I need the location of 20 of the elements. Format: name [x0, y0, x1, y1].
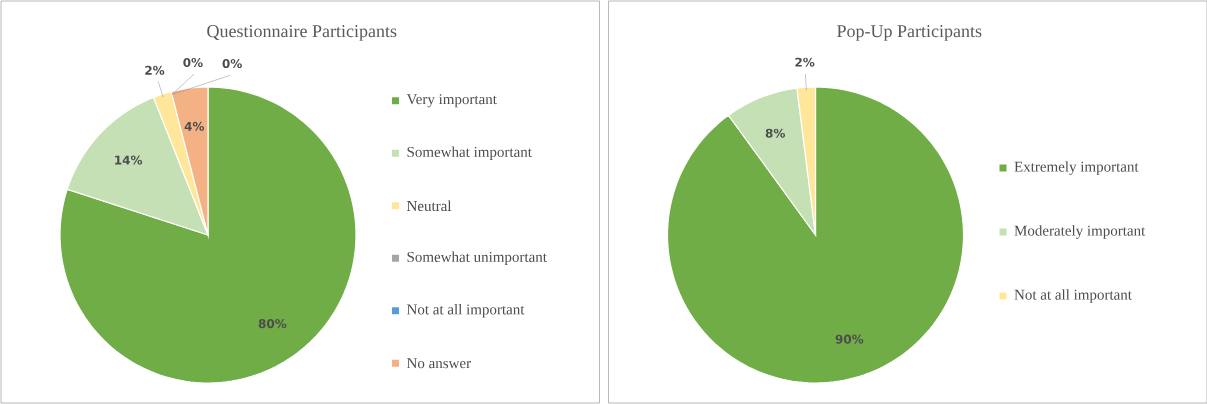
- text: 0%: [183, 57, 203, 68]
- legend-label: Not at all important: [1014, 289, 1132, 303]
- data-label: 4%: [184, 121, 205, 131]
- legend-label: Moderately important: [1014, 225, 1146, 239]
- legend-label: Neutral: [406, 200, 452, 212]
- data-label: 8%: [765, 128, 785, 138]
- chart-title: Questionnaire Participants: [207, 25, 397, 41]
- legend-label: No answer: [406, 358, 471, 369]
- data-label: 2%: [145, 65, 165, 75]
- legend-label: Very important: [406, 94, 497, 108]
- legend-label: Somewhat important: [407, 146, 532, 161]
- chart-title: Pop-Up Participants: [837, 25, 982, 41]
- data-label: 90%: [835, 334, 864, 344]
- data-label: 14%: [115, 155, 143, 165]
- data-label: 80%: [258, 319, 287, 329]
- text: 0%: [222, 58, 242, 69]
- data-label: 2%: [795, 57, 815, 67]
- legend-label: Not at all important: [406, 303, 525, 318]
- legend-label: Extremely important: [1014, 161, 1139, 175]
- legend-label: Somewhat unimportant: [407, 251, 547, 266]
